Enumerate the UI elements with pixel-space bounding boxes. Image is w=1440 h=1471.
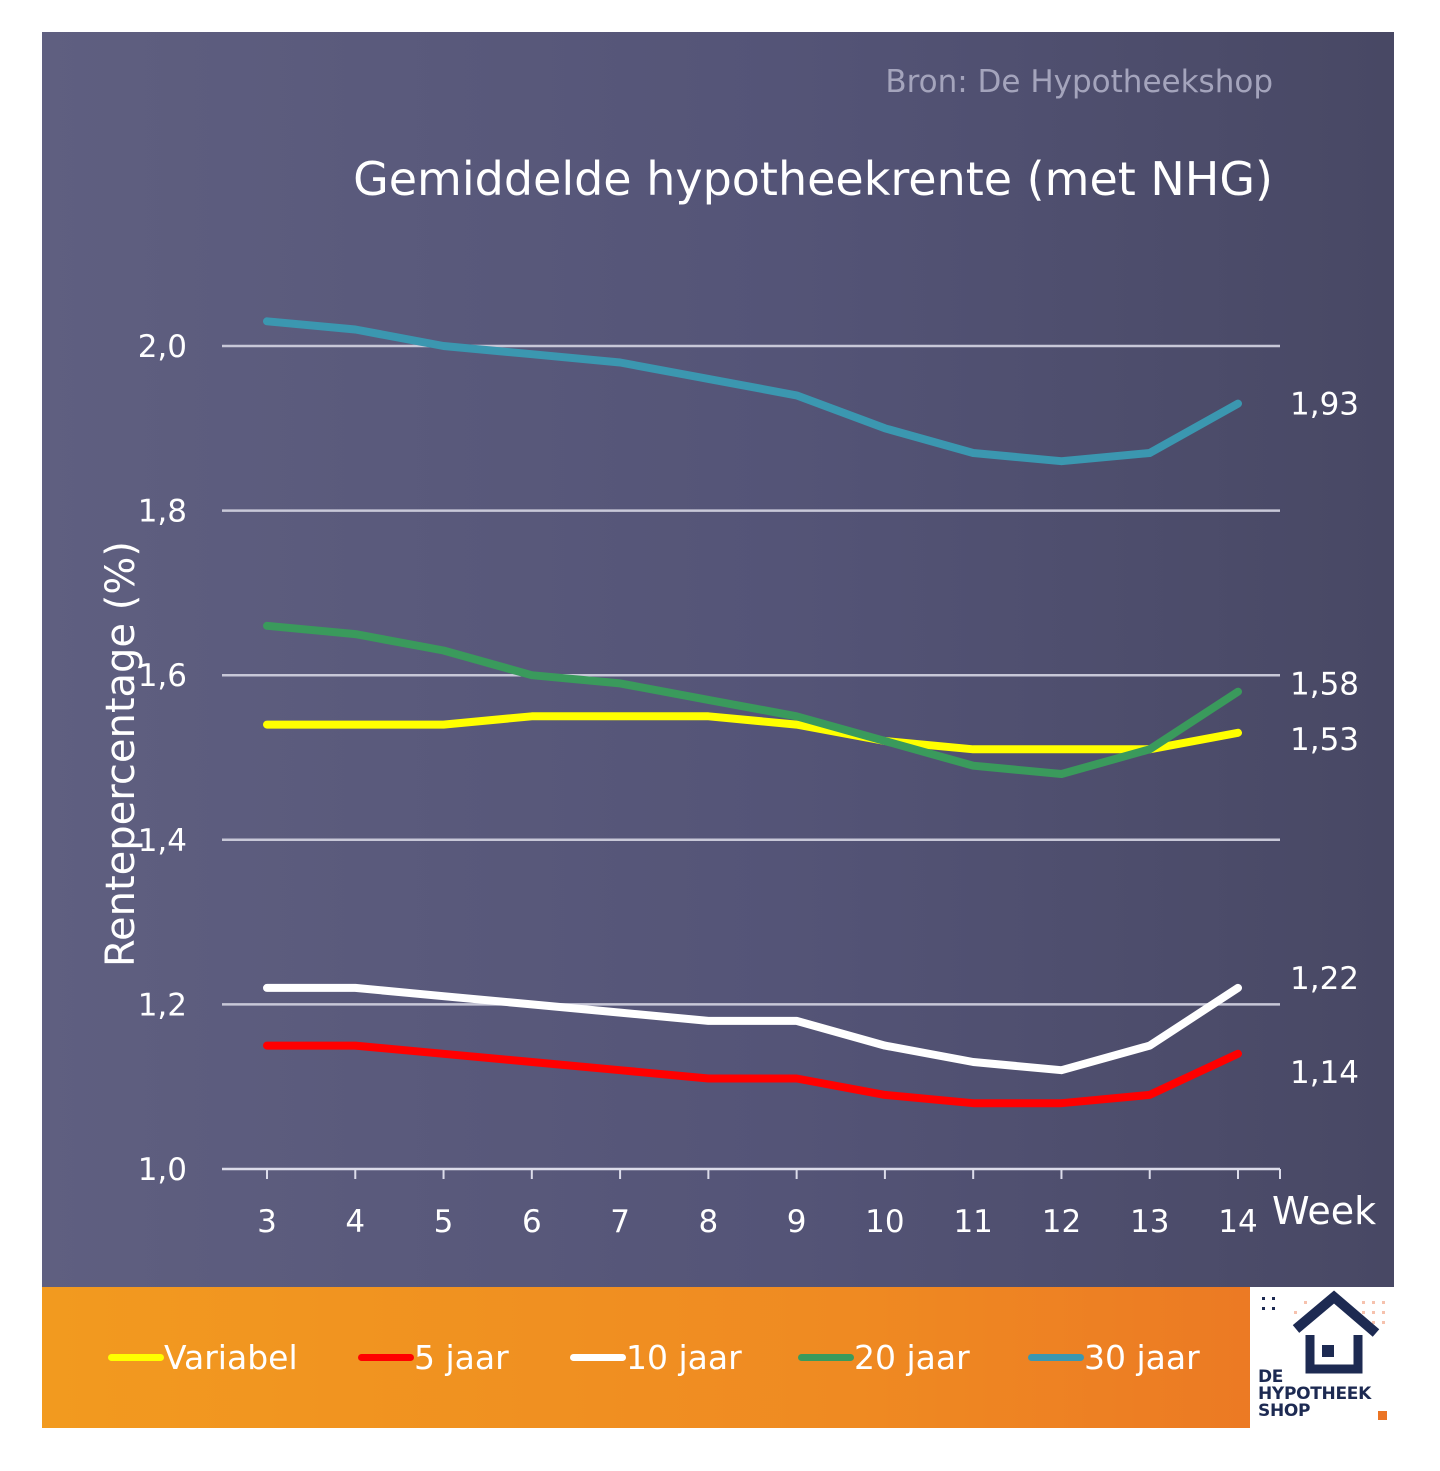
x-tick-label: 13: [1130, 1204, 1169, 1240]
legend-item: 30 jaar: [1028, 1332, 1200, 1382]
x-tick-label: 10: [865, 1204, 904, 1240]
legend-item: 5 jaar: [358, 1332, 509, 1382]
x-tick-label: 6: [522, 1204, 542, 1240]
x-tick-label: 8: [698, 1204, 718, 1240]
legend-swatch: [108, 1353, 164, 1361]
legend-label: Variabel: [164, 1337, 298, 1377]
legend-swatch: [358, 1353, 414, 1361]
legend-item: 20 jaar: [798, 1332, 970, 1382]
logo-text-hypotheek: HYPOTHEEK: [1258, 1384, 1371, 1404]
x-tick-label: 5: [434, 1204, 454, 1240]
legend-swatch: [570, 1353, 626, 1361]
chart-panel: Bron: De Hypotheekshop Gemiddelde hypoth…: [42, 32, 1394, 1287]
legend-label: 5 jaar: [414, 1337, 509, 1377]
legend-label: 10 jaar: [626, 1337, 742, 1377]
hypotheekshop-logo: DE HYPOTHEEK SHOP: [1250, 1287, 1394, 1428]
y-axis-title: Rentepercentage (%): [98, 541, 144, 967]
axes: 1,0 1,2 1,4 1,6 1,8 2,0 3 4 5 6 7 8 9 10 11 12 13 14 Week R…: [98, 329, 1376, 1240]
end-label: 1,93: [1290, 387, 1359, 423]
series-line-20-jaar: [263, 621, 1242, 778]
line-chart: 1,0 1,2 1,4 1,6 1,8 2,0 3 4 5 6 7 8 9 10 11 12 13 14 Week R…: [98, 317, 1376, 1240]
y-tick-label: 1,4: [138, 823, 187, 859]
end-label: 1,58: [1290, 667, 1359, 703]
chart-title: Gemiddelde hypotheekrente (met NHG): [353, 152, 1273, 206]
gridlines: [222, 344, 1280, 1006]
series-line-30-jaar: [263, 317, 1242, 466]
series-line-10-jaar: [263, 983, 1242, 1075]
logo-text-de: DE: [1258, 1367, 1284, 1387]
x-tick-label: 14: [1218, 1204, 1257, 1240]
legend-item: Variabel: [108, 1332, 298, 1382]
x-axis-title: Week: [1272, 1189, 1376, 1233]
x-tick-label: 9: [787, 1204, 807, 1240]
logo-text-shop: SHOP: [1258, 1401, 1311, 1421]
end-label: 1,53: [1290, 722, 1359, 758]
legend-swatch: [798, 1353, 854, 1361]
end-labels: 1,53 1,14 1,22 1,58 1,93: [1290, 387, 1359, 1091]
legend-label: 20 jaar: [854, 1337, 970, 1377]
source-label: Bron: De Hypotheekshop: [885, 64, 1273, 100]
series-line-5-jaar: [263, 1041, 1242, 1108]
y-tick-label: 1,0: [138, 1152, 187, 1188]
y-tick-label: 2,0: [138, 329, 187, 365]
x-tick-label: 7: [610, 1204, 630, 1240]
y-tick-label: 1,8: [138, 494, 187, 530]
end-label: 1,14: [1290, 1055, 1359, 1091]
series-lines: [263, 317, 1242, 1108]
chart-card: Bron: De Hypotheekshop Gemiddelde hypoth…: [42, 32, 1394, 1428]
y-tick-label: 1,2: [138, 987, 187, 1023]
x-tick-label: 12: [1042, 1204, 1081, 1240]
x-tick-label: 4: [345, 1204, 365, 1240]
legend-swatch: [1028, 1353, 1084, 1361]
y-tick-label: 1,6: [138, 658, 187, 694]
legend-label: 30 jaar: [1084, 1337, 1200, 1377]
x-tick-label: 11: [953, 1204, 992, 1240]
x-tick-label: 3: [257, 1204, 277, 1240]
house-icon: [1262, 1290, 1387, 1420]
legend-bar: [42, 1287, 1394, 1428]
series-line-variabel: [263, 712, 1242, 754]
legend-item: 10 jaar: [570, 1332, 742, 1382]
end-label: 1,22: [1290, 961, 1359, 997]
